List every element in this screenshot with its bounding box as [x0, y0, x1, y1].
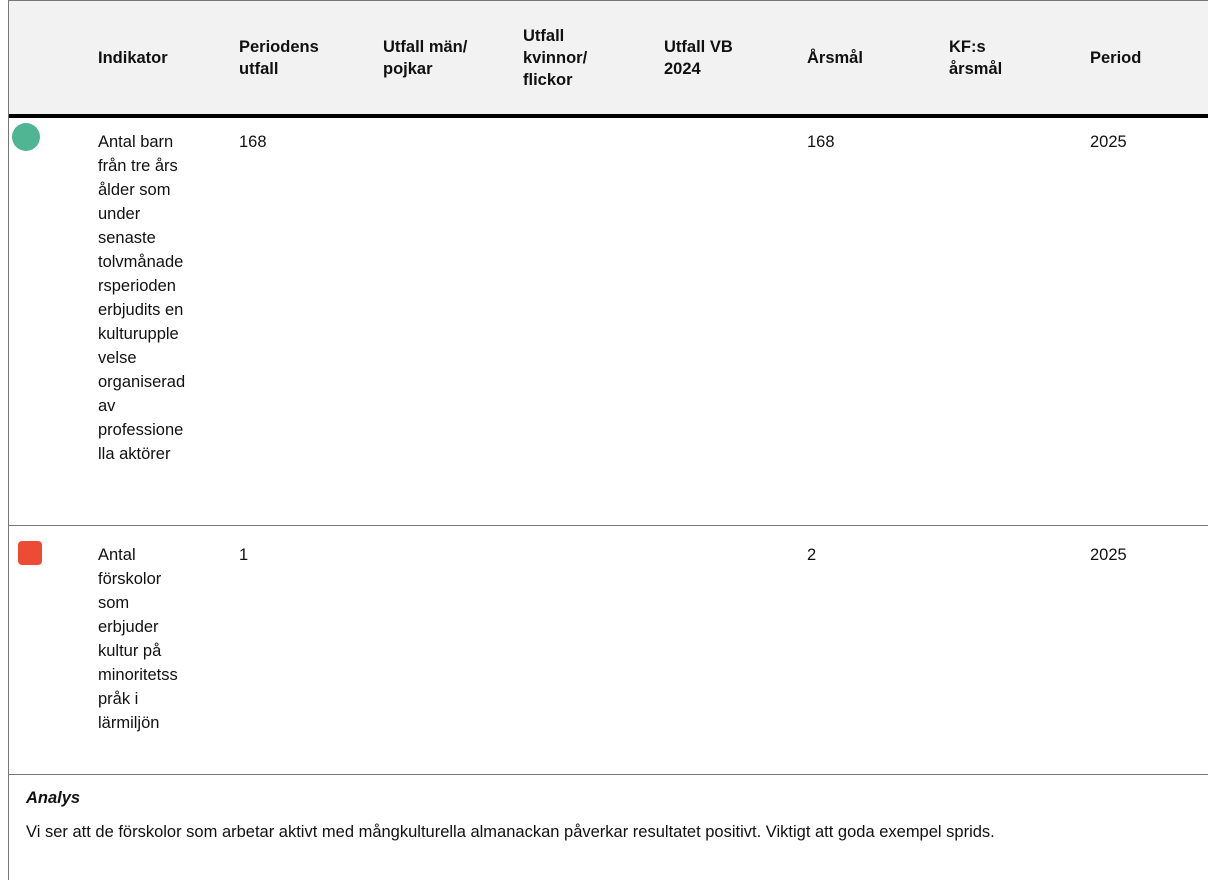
row-divider [9, 774, 1208, 775]
cell-periodens-utfall: 168 [239, 133, 267, 151]
status-indicator-green [12, 123, 40, 151]
header-indikator: Indikator [98, 48, 168, 67]
cell-arsmal: 2 [807, 546, 817, 564]
analysis-text: Vi ser att de förskolor som arbetar akti… [26, 823, 995, 841]
indicator-table: Indikator Periodens utfall Utfall män/ p… [8, 0, 1208, 880]
table-header: Indikator Periodens utfall Utfall män/ p… [9, 1, 1208, 118]
cell-arsmal: 168 [807, 133, 835, 151]
cell-period: 2025 [1090, 546, 1127, 564]
header-kf-arsmal: KF:s årsmål [949, 37, 1003, 78]
cell-period: 2025 [1090, 133, 1127, 151]
status-indicator-red [18, 541, 42, 565]
header-arsmal: Årsmål [807, 48, 863, 67]
header-utfall-vb: Utfall VB 2024 [664, 37, 733, 78]
header-utfall-man: Utfall män/ pojkar [383, 37, 468, 78]
cell-indikator: Antal barn från tre års ålder som under … [98, 133, 186, 463]
header-utfall-kvinnor: Utfall kvinnor/ flickor [523, 26, 588, 89]
cell-indikator: Antal förskolor som erbjuder kultur på m… [98, 546, 178, 732]
row-divider [9, 525, 1208, 526]
analysis-title: Analys [26, 789, 81, 807]
cell-periodens-utfall: 1 [239, 546, 249, 564]
header-period: Period [1090, 48, 1142, 67]
header-periodens-utfall: Periodens utfall [239, 37, 319, 78]
